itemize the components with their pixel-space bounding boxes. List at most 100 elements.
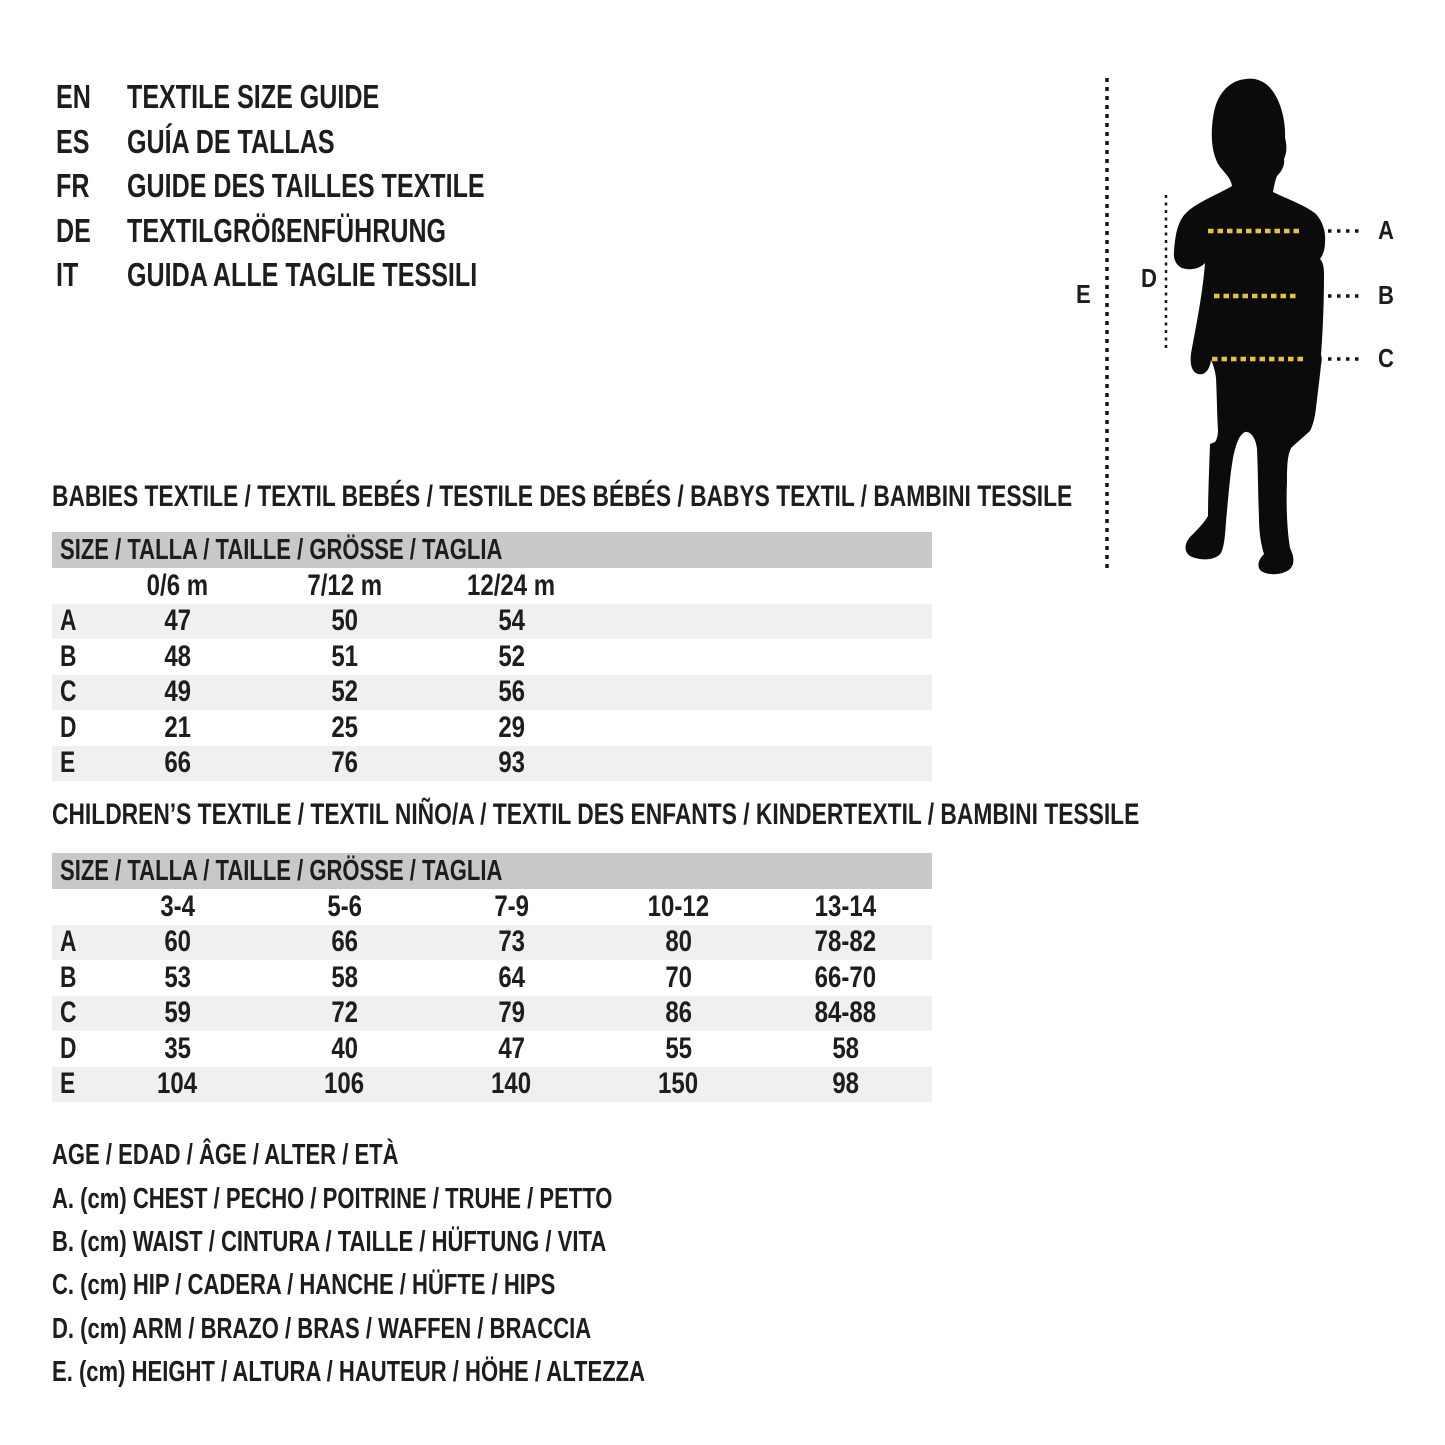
table-cell: 98 <box>832 1067 859 1101</box>
table-cell: 47 <box>498 1031 525 1065</box>
table-cell: 66 <box>164 746 191 780</box>
table-cell: 72 <box>331 996 358 1030</box>
table-cell: 104 <box>157 1067 198 1101</box>
row-label: C <box>60 996 77 1030</box>
table-row: B 48 51 52 <box>52 639 932 675</box>
table-cell: 64 <box>498 960 525 994</box>
row-label: B <box>60 960 77 994</box>
table-cell: 140 <box>491 1067 532 1101</box>
table-cell: 86 <box>665 996 692 1030</box>
children-size-header-text: SIZE / TALLA / TAILLE / GRÖSSE / TAGLIA <box>60 854 503 887</box>
child-measurement-figure: A B C D E <box>1076 78 1394 575</box>
title-fr: GUIDE DES TAILLES TEXTILE <box>127 167 485 205</box>
table-cell: 55 <box>665 1031 692 1065</box>
table-cell: 52 <box>498 639 525 673</box>
row-label: C <box>60 675 77 709</box>
table-row: E 104 106 140 150 98 <box>52 1066 932 1102</box>
table-cell: 40 <box>331 1031 358 1065</box>
row-label: E <box>60 1067 76 1101</box>
label-E: E <box>1076 280 1091 309</box>
label-A: A <box>1378 216 1394 245</box>
legend-chest: A. (cm) CHEST / PECHO / POITRINE / TRUHE… <box>52 1182 613 1215</box>
children-section-title-text: CHILDREN’S TEXTILE / TEXTIL NIÑO/A / TEX… <box>52 798 1140 831</box>
children-section-title: CHILDREN’S TEXTILE / TEXTIL NIÑO/A / TEX… <box>52 799 1445 831</box>
table-cell: 79 <box>498 996 525 1030</box>
table-cell: 93 <box>498 746 525 780</box>
table-row: A 60 66 73 80 78-82 <box>52 924 932 960</box>
table-cell: 25 <box>331 710 358 744</box>
legend-hip: C. (cm) HIP / CADERA / HANCHE / HÜFTE / … <box>52 1269 556 1302</box>
title-es: GUÍA DE TALLAS <box>127 122 335 160</box>
lang-row-es: ES GUÍA DE TALLAS <box>56 120 598 165</box>
table-row: D 35 40 47 55 58 <box>52 1031 932 1067</box>
label-B: B <box>1378 281 1394 310</box>
table-cell: 59 <box>164 996 191 1030</box>
children-col-2: 7-9 <box>494 889 529 923</box>
children-size-header-bar: SIZE / TALLA / TAILLE / GRÖSSE / TAGLIA <box>52 853 932 889</box>
table-cell: 53 <box>164 960 191 994</box>
title-en: TEXTILE SIZE GUIDE <box>127 78 380 116</box>
table-cell: 50 <box>331 604 358 638</box>
row-label: A <box>60 604 77 638</box>
lang-row-it: IT GUIDA ALLE TAGLIE TESSILI <box>56 253 598 298</box>
children-column-header-row: 3-4 5-6 7-9 10-12 13-14 <box>52 889 932 925</box>
title-de: TEXTILGRÖßENFÜHRUNG <box>127 211 447 249</box>
title-it: GUIDA ALLE TAGLIE TESSILI <box>127 256 478 294</box>
table-cell: 51 <box>331 639 358 673</box>
lang-code-fr: FR <box>56 167 90 205</box>
lang-row-de: DE TEXTILGRÖßENFÜHRUNG <box>56 209 598 254</box>
table-row: E 66 76 93 <box>52 745 932 781</box>
table-cell: 58 <box>832 1031 859 1065</box>
babies-size-header-text: SIZE / TALLA / TAILLE / GRÖSSE / TAGLIA <box>60 533 503 566</box>
lang-code-en: EN <box>56 78 91 116</box>
table-row: C 59 72 79 86 84-88 <box>52 995 932 1031</box>
table-cell: 21 <box>164 710 191 744</box>
babies-col-1: 7/12 m <box>307 568 382 602</box>
babies-column-header-row: 0/6 m 7/12 m 12/24 m <box>52 568 932 604</box>
table-cell: 60 <box>164 925 191 959</box>
table-cell: 48 <box>164 639 191 673</box>
table-cell: 52 <box>331 675 358 709</box>
table-cell: 66-70 <box>814 960 877 994</box>
table-cell: 150 <box>658 1067 699 1101</box>
table-cell: 73 <box>498 925 525 959</box>
lang-row-fr: FR GUIDE DES TAILLES TEXTILE <box>56 164 598 209</box>
table-row: A 47 50 54 <box>52 603 932 639</box>
table-cell: 80 <box>665 925 692 959</box>
babies-size-table: SIZE / TALLA / TAILLE / GRÖSSE / TAGLIA … <box>52 532 932 781</box>
children-size-table: SIZE / TALLA / TAILLE / GRÖSSE / TAGLIA … <box>52 853 932 1102</box>
table-cell: 78-82 <box>814 925 877 959</box>
label-C: C <box>1378 344 1394 373</box>
children-col-3: 10-12 <box>647 889 710 923</box>
row-label: D <box>60 1031 77 1065</box>
table-cell: 66 <box>331 925 358 959</box>
table-cell: 58 <box>331 960 358 994</box>
table-cell: 106 <box>324 1067 365 1101</box>
babies-size-header-bar: SIZE / TALLA / TAILLE / GRÖSSE / TAGLIA <box>52 532 932 568</box>
legend-arm: D. (cm) ARM / BRAZO / BRAS / WAFFEN / BR… <box>52 1312 592 1345</box>
row-label: E <box>60 746 76 780</box>
language-title-list: EN TEXTILE SIZE GUIDE ES GUÍA DE TALLAS … <box>56 75 598 298</box>
children-col-1: 5-6 <box>327 889 362 923</box>
babies-col-0: 0/6 m <box>146 568 209 602</box>
babies-col-2: 12/24 m <box>467 568 556 602</box>
row-label: B <box>60 639 77 673</box>
legend-waist: B. (cm) WAIST / CINTURA / TAILLE / HÜFTU… <box>52 1225 607 1258</box>
row-label: D <box>60 710 77 744</box>
lang-code-it: IT <box>56 256 79 294</box>
table-cell: 76 <box>331 746 358 780</box>
row-label: A <box>60 925 77 959</box>
table-cell: 70 <box>665 960 692 994</box>
table-cell: 84-88 <box>814 996 877 1030</box>
children-col-0: 3-4 <box>160 889 195 923</box>
babies-section-title-text: BABIES TEXTILE / TEXTIL BEBÉS / TESTILE … <box>52 480 1073 513</box>
table-cell: 47 <box>164 604 191 638</box>
table-cell: 56 <box>498 675 525 709</box>
table-row: D 21 25 29 <box>52 710 932 746</box>
table-cell: 54 <box>498 604 525 638</box>
lang-row-en: EN TEXTILE SIZE GUIDE <box>56 75 598 120</box>
lang-code-de: DE <box>56 211 91 249</box>
child-silhouette <box>1173 78 1326 575</box>
legend-height: E. (cm) HEIGHT / ALTURA / HAUTEUR / HÖHE… <box>52 1356 646 1389</box>
